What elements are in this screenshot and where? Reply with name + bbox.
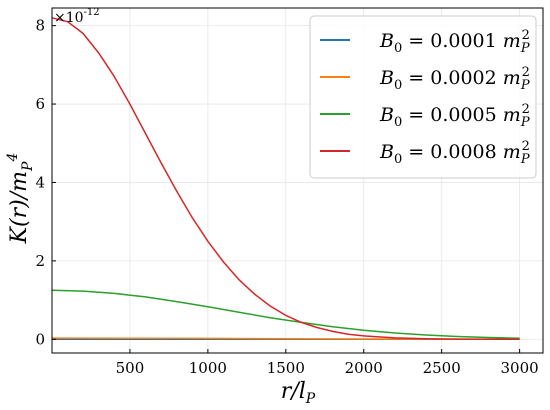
legend: B0 = 0.0001 mP2 B0 = 0.0002 mP2 B0 = 0.000…: [309, 15, 537, 179]
x-axis-title: r/lP: [281, 379, 316, 407]
y-scale-factor: ×10-12: [54, 7, 100, 26]
x-tick-label: 2500: [423, 359, 461, 377]
legend-entry-label: B0 = 0.0005 mP2: [379, 102, 530, 130]
legend-entry-label: B0 = 0.0002 mP2: [379, 65, 530, 93]
series-line-4: [51, 17, 520, 341]
y-tick-label: 6: [35, 95, 45, 113]
axes-frame: [51, 7, 544, 354]
x-axis: 500 1000 1500 2000 2500 3000: [116, 349, 539, 377]
x-tick-label: 2000: [345, 359, 383, 377]
y-axis-title: K(r)/mP4: [5, 153, 36, 245]
y-tick-label: 2: [35, 252, 45, 270]
y-tick-label: 4: [35, 173, 45, 191]
plot-area: [51, 17, 520, 341]
x-tick-label: 500: [116, 359, 145, 377]
x-tick-label: 1500: [267, 359, 305, 377]
x-tick-label: 1000: [189, 359, 227, 377]
legend-box: [309, 15, 537, 179]
y-tick-label: 0: [35, 330, 45, 348]
legend-entry-label: B0 = 0.0001 mP2: [379, 28, 530, 56]
x-tick-label: 3000: [501, 359, 539, 377]
y-tick-label: 8: [35, 17, 45, 35]
series-line-3: [51, 289, 520, 339]
legend-entry-label: B0 = 0.0008 mP2: [379, 139, 530, 167]
y-axis: 0 2 4 6 8: [35, 17, 56, 348]
